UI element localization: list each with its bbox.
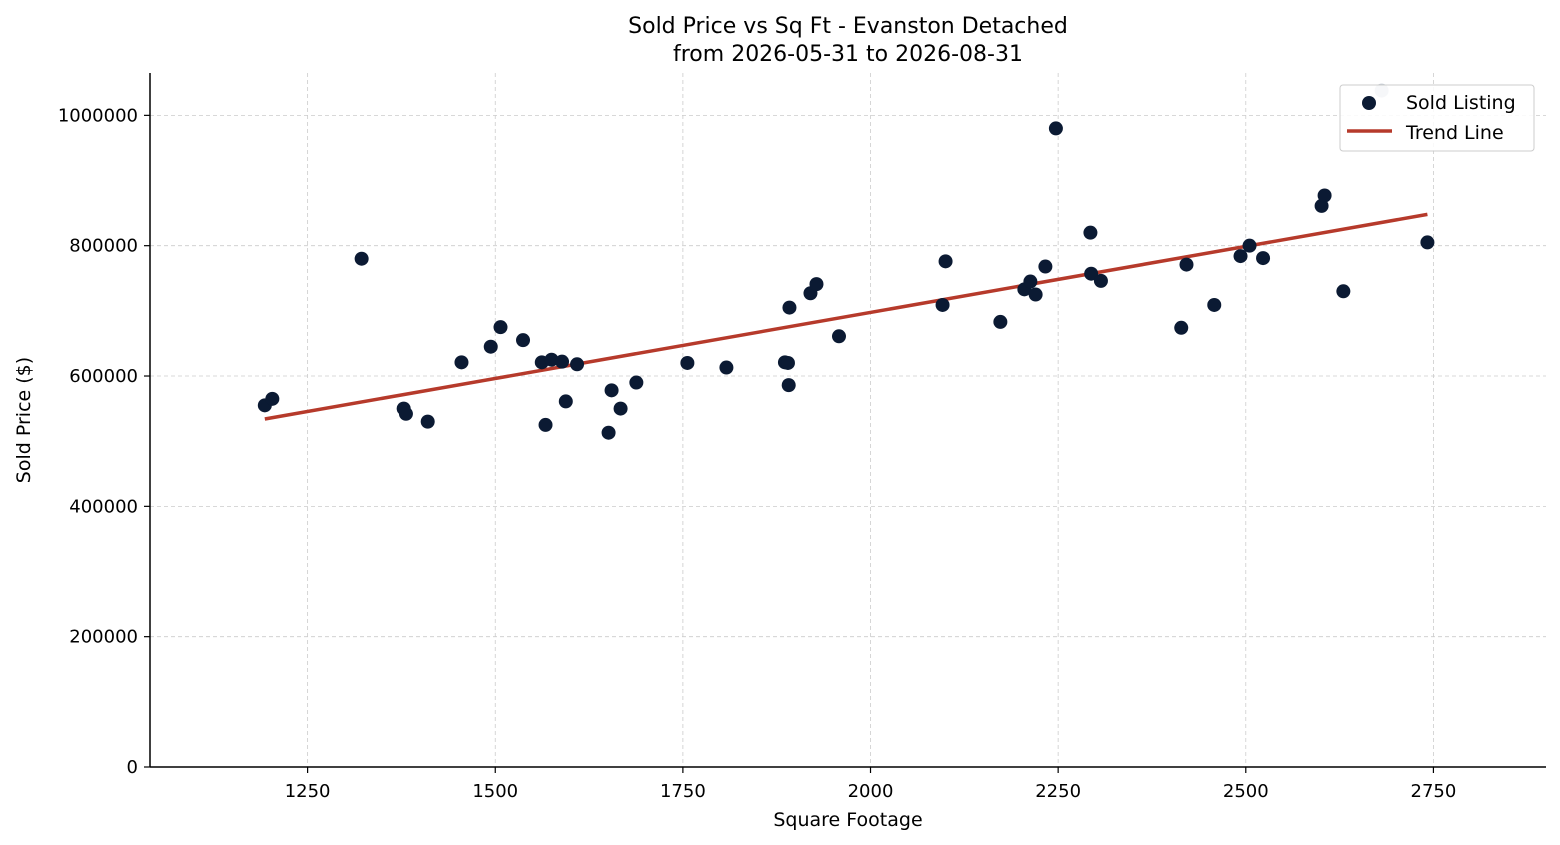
- y-tick-label: 400000: [69, 496, 138, 517]
- data-point: [555, 354, 570, 369]
- data-point: [354, 251, 369, 266]
- data-point: [1242, 238, 1257, 253]
- data-point: [1093, 273, 1108, 288]
- data-point: [570, 357, 585, 372]
- data-point: [516, 333, 531, 348]
- data-point: [604, 383, 619, 398]
- data-point: [629, 375, 644, 390]
- data-point: [782, 300, 797, 315]
- data-point: [558, 394, 573, 409]
- data-point: [1023, 274, 1038, 289]
- data-point: [1084, 266, 1099, 281]
- y-tick-label: 200000: [69, 627, 138, 648]
- chart-title-line1: Sold Price vs Sq Ft - Evanston Detached: [628, 14, 1068, 39]
- x-tick-label: 1250: [285, 781, 331, 802]
- data-point: [1207, 297, 1222, 312]
- legend-label-trend-line: Trend Line: [1405, 122, 1504, 144]
- legend-box: [1339, 84, 1535, 152]
- y-tick-label: 800000: [69, 236, 138, 257]
- data-point: [1233, 249, 1248, 264]
- data-point: [483, 339, 498, 354]
- data-point: [1317, 188, 1332, 203]
- data-point: [719, 360, 734, 375]
- legend-marker-sold-listing: [1362, 96, 1376, 110]
- data-point: [544, 352, 559, 367]
- data-point: [780, 355, 795, 370]
- axes-layer: [149, 73, 1546, 768]
- data-point: [538, 417, 553, 432]
- data-point: [993, 314, 1008, 329]
- data-point: [601, 425, 616, 440]
- x-tick-label: 2250: [1035, 781, 1081, 802]
- y-tick-label: 600000: [69, 366, 138, 387]
- grid-layer: [150, 73, 1546, 768]
- data-point: [1028, 287, 1043, 302]
- trend-line: [264, 212, 1428, 421]
- data-point: [454, 355, 469, 370]
- data-point: [809, 277, 824, 292]
- data-point: [1048, 121, 1063, 136]
- x-tick-label: 2000: [848, 781, 894, 802]
- points-layer: [257, 83, 1435, 440]
- legend: Sold Listing Trend Line: [1339, 84, 1535, 152]
- data-point: [1083, 225, 1098, 240]
- ticks-layer: 1250 1500 1750 2000 2250 2500 2750 0 200000 40000…: [58, 105, 1456, 802]
- data-point: [613, 401, 628, 416]
- data-point: [493, 320, 508, 335]
- data-point: [1336, 284, 1351, 299]
- chart-title-line2: from 2026-05-31 to 2026-08-31: [673, 42, 1023, 67]
- data-point: [1420, 235, 1435, 250]
- x-tick-label: 2500: [1223, 781, 1269, 802]
- data-point: [1256, 251, 1271, 266]
- data-point: [831, 329, 846, 344]
- data-point: [1174, 320, 1189, 335]
- y-axis-label: Sold Price ($): [13, 357, 35, 483]
- data-point: [781, 378, 796, 393]
- data-point: [398, 406, 413, 421]
- trend-layer: [264, 212, 1428, 421]
- x-tick-label: 2750: [1411, 781, 1457, 802]
- data-point: [420, 414, 435, 429]
- data-point: [938, 254, 953, 269]
- x-axis-label: Square Footage: [773, 809, 922, 831]
- x-tick-label: 1750: [660, 781, 706, 802]
- data-point: [680, 355, 695, 370]
- y-tick-label: 1000000: [58, 105, 138, 126]
- data-point: [1179, 257, 1194, 272]
- legend-label-sold-listing: Sold Listing: [1406, 92, 1516, 114]
- y-tick-label: 0: [127, 757, 138, 778]
- data-point: [265, 391, 280, 406]
- data-point: [935, 297, 950, 312]
- x-tick-label: 1500: [472, 781, 518, 802]
- data-point: [1038, 259, 1053, 274]
